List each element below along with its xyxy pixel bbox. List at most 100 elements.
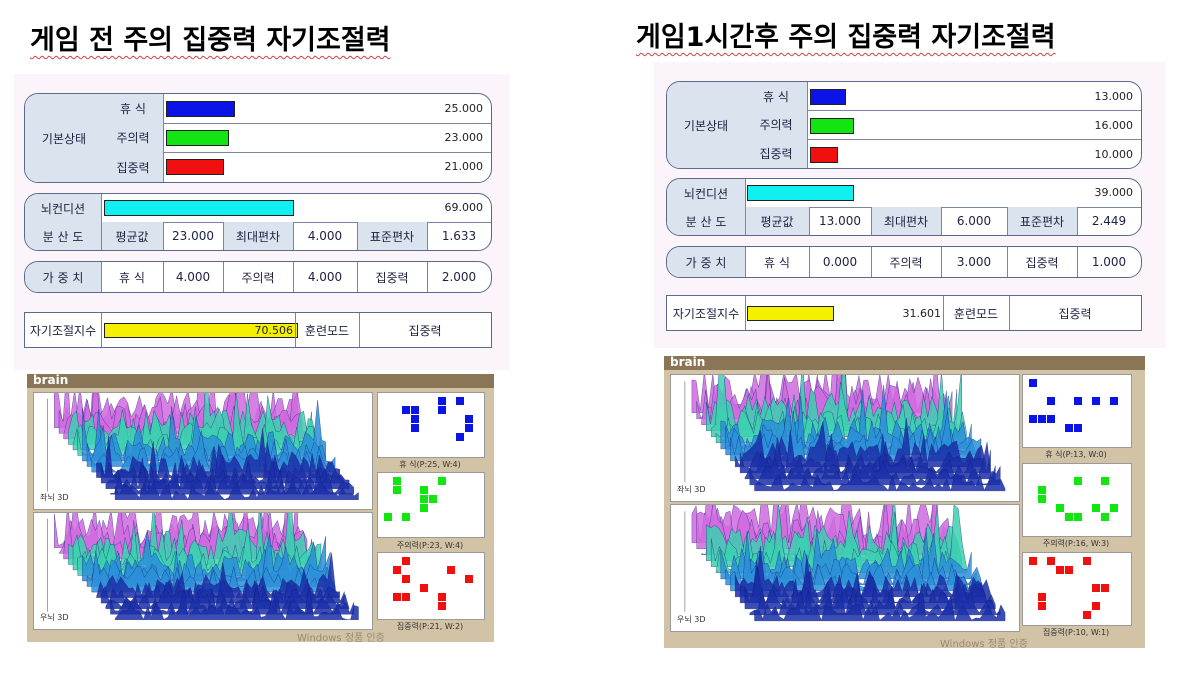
grid-cell bbox=[1074, 424, 1082, 432]
left-concentration-value: 21.000 bbox=[444, 160, 484, 173]
grid-cell bbox=[393, 486, 401, 494]
grid-cell bbox=[420, 504, 428, 512]
grid-cell bbox=[429, 495, 437, 503]
right-condition-value: 39.000 bbox=[1094, 186, 1134, 199]
grid-cell bbox=[1065, 566, 1073, 574]
grid-cell bbox=[1092, 504, 1100, 512]
left-concentration-bar bbox=[166, 159, 224, 175]
right-plot-left-label: 좌뇌 3D bbox=[677, 485, 706, 494]
surface-ridge bbox=[100, 442, 345, 484]
right-rest-value: 13.000 bbox=[1094, 90, 1134, 103]
left-attention-label: 주의력 bbox=[103, 123, 163, 152]
right-attention-label: 주의력 bbox=[745, 110, 807, 139]
left-weight-label: 가 중 치 bbox=[25, 262, 101, 292]
right-attention-grid bbox=[1022, 463, 1132, 537]
grid-cell bbox=[456, 397, 464, 405]
surface-ridge bbox=[754, 473, 1006, 492]
grid-cell bbox=[1038, 593, 1046, 601]
right-rest-grid bbox=[1022, 374, 1132, 448]
grid-cell bbox=[393, 477, 401, 485]
right-mean-value: 13.000 bbox=[819, 214, 861, 228]
grid-cell bbox=[447, 566, 455, 574]
left-std-dev-value: 1.633 bbox=[441, 229, 477, 243]
left-rest-caption: 휴 식(P:25, W:4) bbox=[399, 460, 461, 469]
left-rest-label: 휴 식 bbox=[103, 94, 163, 123]
grid-cell bbox=[1092, 397, 1100, 405]
left-brain-window: brain 좌뇌 3D 우뇌 3D 휴 식(P:25, W:4) 주의력(P:2… bbox=[27, 374, 494, 642]
right-index-group: 자기조절지수 31.601 훈련모드 집중력 bbox=[666, 295, 1142, 331]
grid-cell bbox=[1074, 397, 1082, 405]
left-index-label: 자기조절지수 bbox=[29, 323, 97, 338]
surface-ridge bbox=[730, 410, 982, 462]
grid-cell bbox=[1038, 602, 1046, 610]
right-condition-group: 뇌컨디션 39.000 분 산 도 평균값 13.000 최대편차 6.000 … bbox=[666, 178, 1142, 236]
right-weight-concentration-label: 집중력 bbox=[1025, 255, 1059, 270]
left-concentration-grid bbox=[377, 552, 485, 620]
grid-cell bbox=[1083, 611, 1091, 619]
grid-cell bbox=[465, 575, 473, 583]
surface-ridge bbox=[91, 550, 336, 593]
right-weight-rest-label: 휴 식 bbox=[764, 255, 790, 270]
grid-cell bbox=[402, 575, 410, 583]
left-mode-label: 훈련모드 bbox=[304, 323, 350, 338]
surface-ridge bbox=[100, 562, 345, 604]
right-basic-state-group: 기본상태 휴 식 주의력 집중력 13.000 16.000 10.000 bbox=[666, 81, 1142, 169]
left-attention-value: 23.000 bbox=[444, 131, 484, 144]
left-weight-attention-value: 4.000 bbox=[307, 270, 343, 284]
right-brain-window: brain 좌뇌 3D 우뇌 3D 휴 식(P:13, W:0) 주의력(P:1… bbox=[664, 356, 1145, 648]
grid-cell bbox=[1047, 415, 1055, 423]
grid-cell bbox=[1056, 566, 1064, 574]
right-mode-value: 집중력 bbox=[1058, 306, 1092, 321]
right-rest-bar bbox=[810, 89, 846, 105]
left-weight-rest-label: 휴 식 bbox=[119, 270, 145, 285]
left-condition-label: 뇌컨디션 bbox=[25, 194, 101, 222]
grid-cell bbox=[1029, 415, 1037, 423]
right-plot-right-brain: 우뇌 3D bbox=[670, 504, 1020, 632]
left-attention-grid bbox=[377, 472, 485, 538]
left-brain-title: brain bbox=[33, 374, 69, 387]
left-max-dev-label: 최대편차 bbox=[223, 222, 293, 250]
right-concentration-grid bbox=[1022, 552, 1132, 626]
right-std-dev-value: 2.449 bbox=[1091, 214, 1127, 228]
left-mean-label: 평균값 bbox=[101, 222, 163, 250]
right-weight-attention-value: 3.000 bbox=[956, 255, 992, 269]
right-concentration-label: 집중력 bbox=[745, 139, 807, 168]
surface-ridge bbox=[114, 588, 359, 620]
left-rest-grid bbox=[377, 392, 485, 458]
left-heading: 게임 전 주의 집중력 자기조절력 bbox=[30, 25, 391, 56]
grid-cell bbox=[465, 415, 473, 423]
right-mean-label: 평균값 bbox=[745, 207, 809, 235]
left-weight-attention-label: 주의력 bbox=[241, 270, 275, 285]
right-weight-group: 가 중 치 휴 식 0.000 주의력 3.000 집중력 1.000 bbox=[666, 246, 1142, 278]
right-weight-attention-label: 주의력 bbox=[889, 255, 923, 270]
left-rest-bar bbox=[166, 101, 235, 117]
right-attention-bar bbox=[810, 118, 854, 134]
grid-cell bbox=[438, 397, 446, 405]
grid-cell bbox=[393, 566, 401, 574]
left-rest-value: 25.000 bbox=[444, 102, 484, 115]
grid-cell bbox=[456, 433, 464, 441]
right-attention-caption: 주의력(P:16, W:3) bbox=[1042, 539, 1110, 548]
right-plot-right-label: 우뇌 3D bbox=[677, 615, 706, 624]
grid-cell bbox=[411, 406, 419, 414]
grid-cell bbox=[1047, 397, 1055, 405]
left-plot-right-label: 우뇌 3D bbox=[40, 613, 69, 622]
grid-cell bbox=[393, 593, 401, 601]
grid-cell bbox=[1110, 397, 1118, 405]
right-plot-left-brain: 좌뇌 3D bbox=[670, 374, 1020, 502]
grid-cell bbox=[1065, 424, 1073, 432]
grid-cell bbox=[402, 557, 410, 565]
left-weight-concentration-value: 2.000 bbox=[441, 270, 477, 284]
grid-cell bbox=[1029, 557, 1037, 565]
right-weight-label: 가 중 치 bbox=[667, 247, 745, 277]
grid-cell bbox=[1092, 602, 1100, 610]
left-std-dev-label: 표준편차 bbox=[357, 222, 427, 250]
left-brain-titlebar: brain bbox=[27, 374, 494, 388]
right-concentration-value: 10.000 bbox=[1094, 148, 1134, 161]
right-basic-state-label: 기본상태 bbox=[667, 82, 745, 168]
left-dispersion-label: 분 산 도 bbox=[25, 222, 101, 250]
left-plot-left-brain: 좌뇌 3D bbox=[33, 392, 373, 510]
grid-cell bbox=[1110, 504, 1118, 512]
grid-cell bbox=[402, 513, 410, 521]
right-stats-panel: 기본상태 휴 식 주의력 집중력 13.000 16.000 10.000 뇌컨… bbox=[654, 62, 1166, 348]
